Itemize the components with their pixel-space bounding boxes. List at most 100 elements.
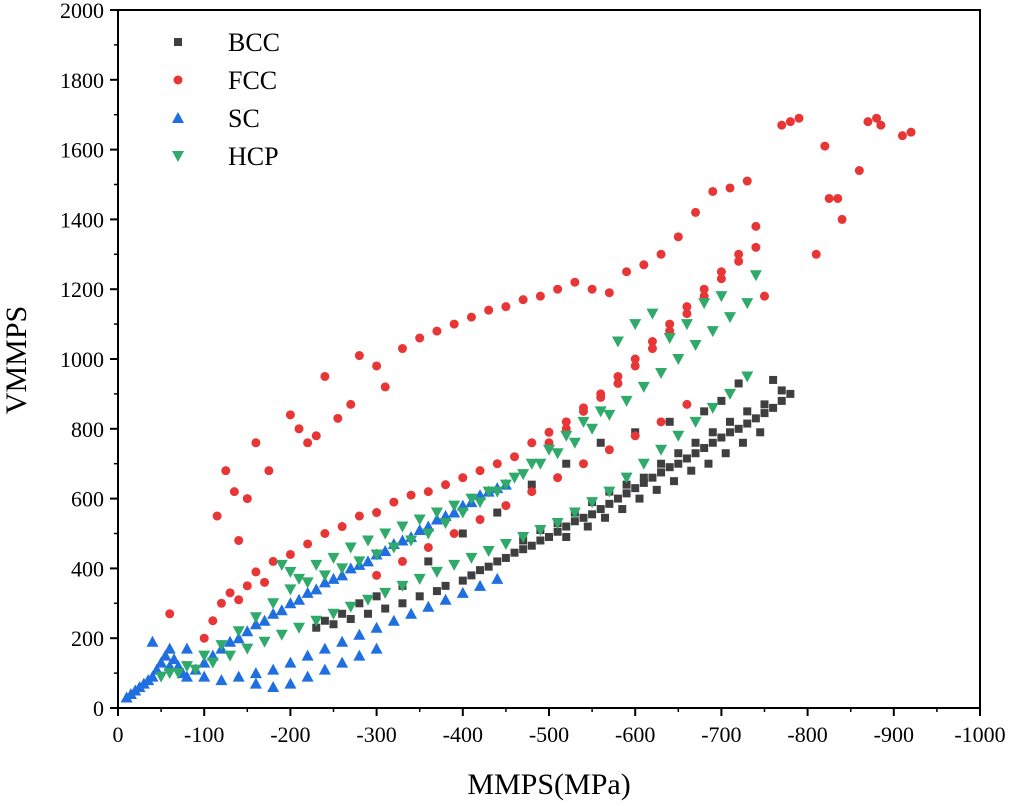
data-point-bcc (639, 473, 648, 482)
data-point-hcp (293, 622, 306, 634)
data-point-bcc (562, 532, 571, 541)
data-point-hcp (284, 566, 297, 578)
data-point-fcc (346, 399, 356, 409)
data-point-fcc (303, 438, 313, 448)
legend-marker-bcc (174, 38, 182, 46)
data-point-sc (439, 593, 452, 605)
data-point-hcp (655, 367, 668, 379)
data-point-fcc (682, 302, 692, 312)
data-point-sc (232, 670, 245, 682)
data-point-fcc (906, 127, 916, 137)
data-point-fcc (561, 417, 571, 427)
data-point-fcc (553, 473, 563, 483)
data-point-fcc (691, 207, 701, 217)
data-point-sc (353, 649, 366, 661)
data-point-hcp (586, 423, 599, 435)
data-point-sc (310, 583, 323, 595)
legend-label-sc: SC (228, 104, 260, 133)
x-tick-label: -600 (615, 722, 655, 747)
data-point-hcp (155, 671, 168, 683)
data-point-hcp (629, 319, 642, 331)
data-point-fcc (665, 319, 675, 329)
data-point-fcc (501, 302, 511, 312)
data-point-sc (249, 677, 262, 689)
data-point-hcp (422, 528, 435, 540)
data-point-bcc (622, 489, 631, 498)
data-point-fcc (824, 193, 834, 203)
data-point-hcp (206, 657, 219, 669)
data-point-fcc (518, 295, 528, 305)
y-tick-label: 0 (93, 696, 104, 721)
data-point-sc (224, 635, 237, 647)
data-point-hcp (594, 406, 607, 418)
data-point-fcc (264, 466, 274, 476)
y-tick-label: 200 (71, 626, 104, 651)
data-point-fcc (242, 581, 252, 591)
data-point-hcp (551, 448, 564, 460)
data-point-sc (344, 562, 357, 574)
data-point-fcc (397, 556, 407, 566)
data-point-fcc (372, 508, 382, 518)
data-point-fcc (229, 487, 239, 497)
data-point-fcc (372, 570, 382, 580)
data-point-fcc (656, 249, 666, 259)
x-tick-label: -800 (787, 722, 827, 747)
data-point-fcc (596, 389, 606, 399)
data-point-fcc (333, 413, 343, 423)
data-point-sc (146, 670, 159, 682)
data-point-fcc (863, 117, 873, 127)
data-point-sc (146, 635, 159, 647)
data-point-sc (155, 656, 168, 668)
data-point-bcc (562, 459, 571, 468)
data-point-fcc (578, 406, 588, 416)
data-point-fcc (475, 515, 485, 525)
data-point-bcc (635, 494, 644, 503)
data-point-bcc (734, 379, 743, 388)
data-point-bcc (363, 609, 372, 618)
data-point-fcc (751, 221, 761, 231)
data-point-fcc (794, 113, 804, 123)
data-point-hcp (361, 535, 374, 547)
legend-label-bcc: BCC (228, 28, 280, 57)
data-point-bcc (717, 433, 726, 442)
data-point-sc (387, 614, 400, 626)
data-point-bcc (622, 480, 631, 489)
axis-ticks (110, 9, 981, 716)
data-point-bcc (493, 508, 502, 517)
data-point-bcc (613, 494, 622, 503)
data-point-fcc (647, 344, 657, 354)
data-point-hcp (275, 629, 288, 641)
data-point-hcp (620, 395, 633, 407)
data-point-hcp (741, 371, 754, 383)
data-point-bcc (493, 557, 502, 566)
data-point-fcc (501, 501, 511, 511)
data-point-fcc (897, 131, 907, 141)
data-point-fcc (458, 473, 468, 483)
data-point-bcc (691, 449, 700, 458)
x-tick-label: -1000 (954, 722, 1005, 747)
data-point-hcp (611, 336, 624, 348)
data-point-sc (232, 632, 245, 644)
data-point-bcc (726, 417, 735, 426)
data-point-hcp (439, 518, 452, 530)
data-point-hcp (293, 573, 306, 585)
data-point-fcc (725, 183, 735, 193)
data-point-hcp (482, 545, 495, 557)
data-point-fcc (708, 186, 718, 196)
data-point-hcp (336, 563, 349, 575)
data-point-sc (168, 653, 181, 665)
data-point-hcp (474, 497, 487, 509)
data-point-sc (275, 604, 288, 616)
data-point-sc (293, 593, 306, 605)
data-point-fcc (837, 214, 847, 224)
data-point-fcc (811, 249, 821, 259)
data-point-hcp (327, 552, 340, 564)
data-point-sc (163, 642, 176, 654)
data-point-hcp (275, 559, 288, 571)
data-point-fcc (492, 459, 502, 469)
data-point-hcp (689, 416, 702, 428)
data-point-bcc (687, 466, 696, 475)
data-point-hcp (568, 437, 581, 449)
legend-marker-hcp (172, 151, 184, 162)
data-point-bcc (458, 529, 467, 538)
